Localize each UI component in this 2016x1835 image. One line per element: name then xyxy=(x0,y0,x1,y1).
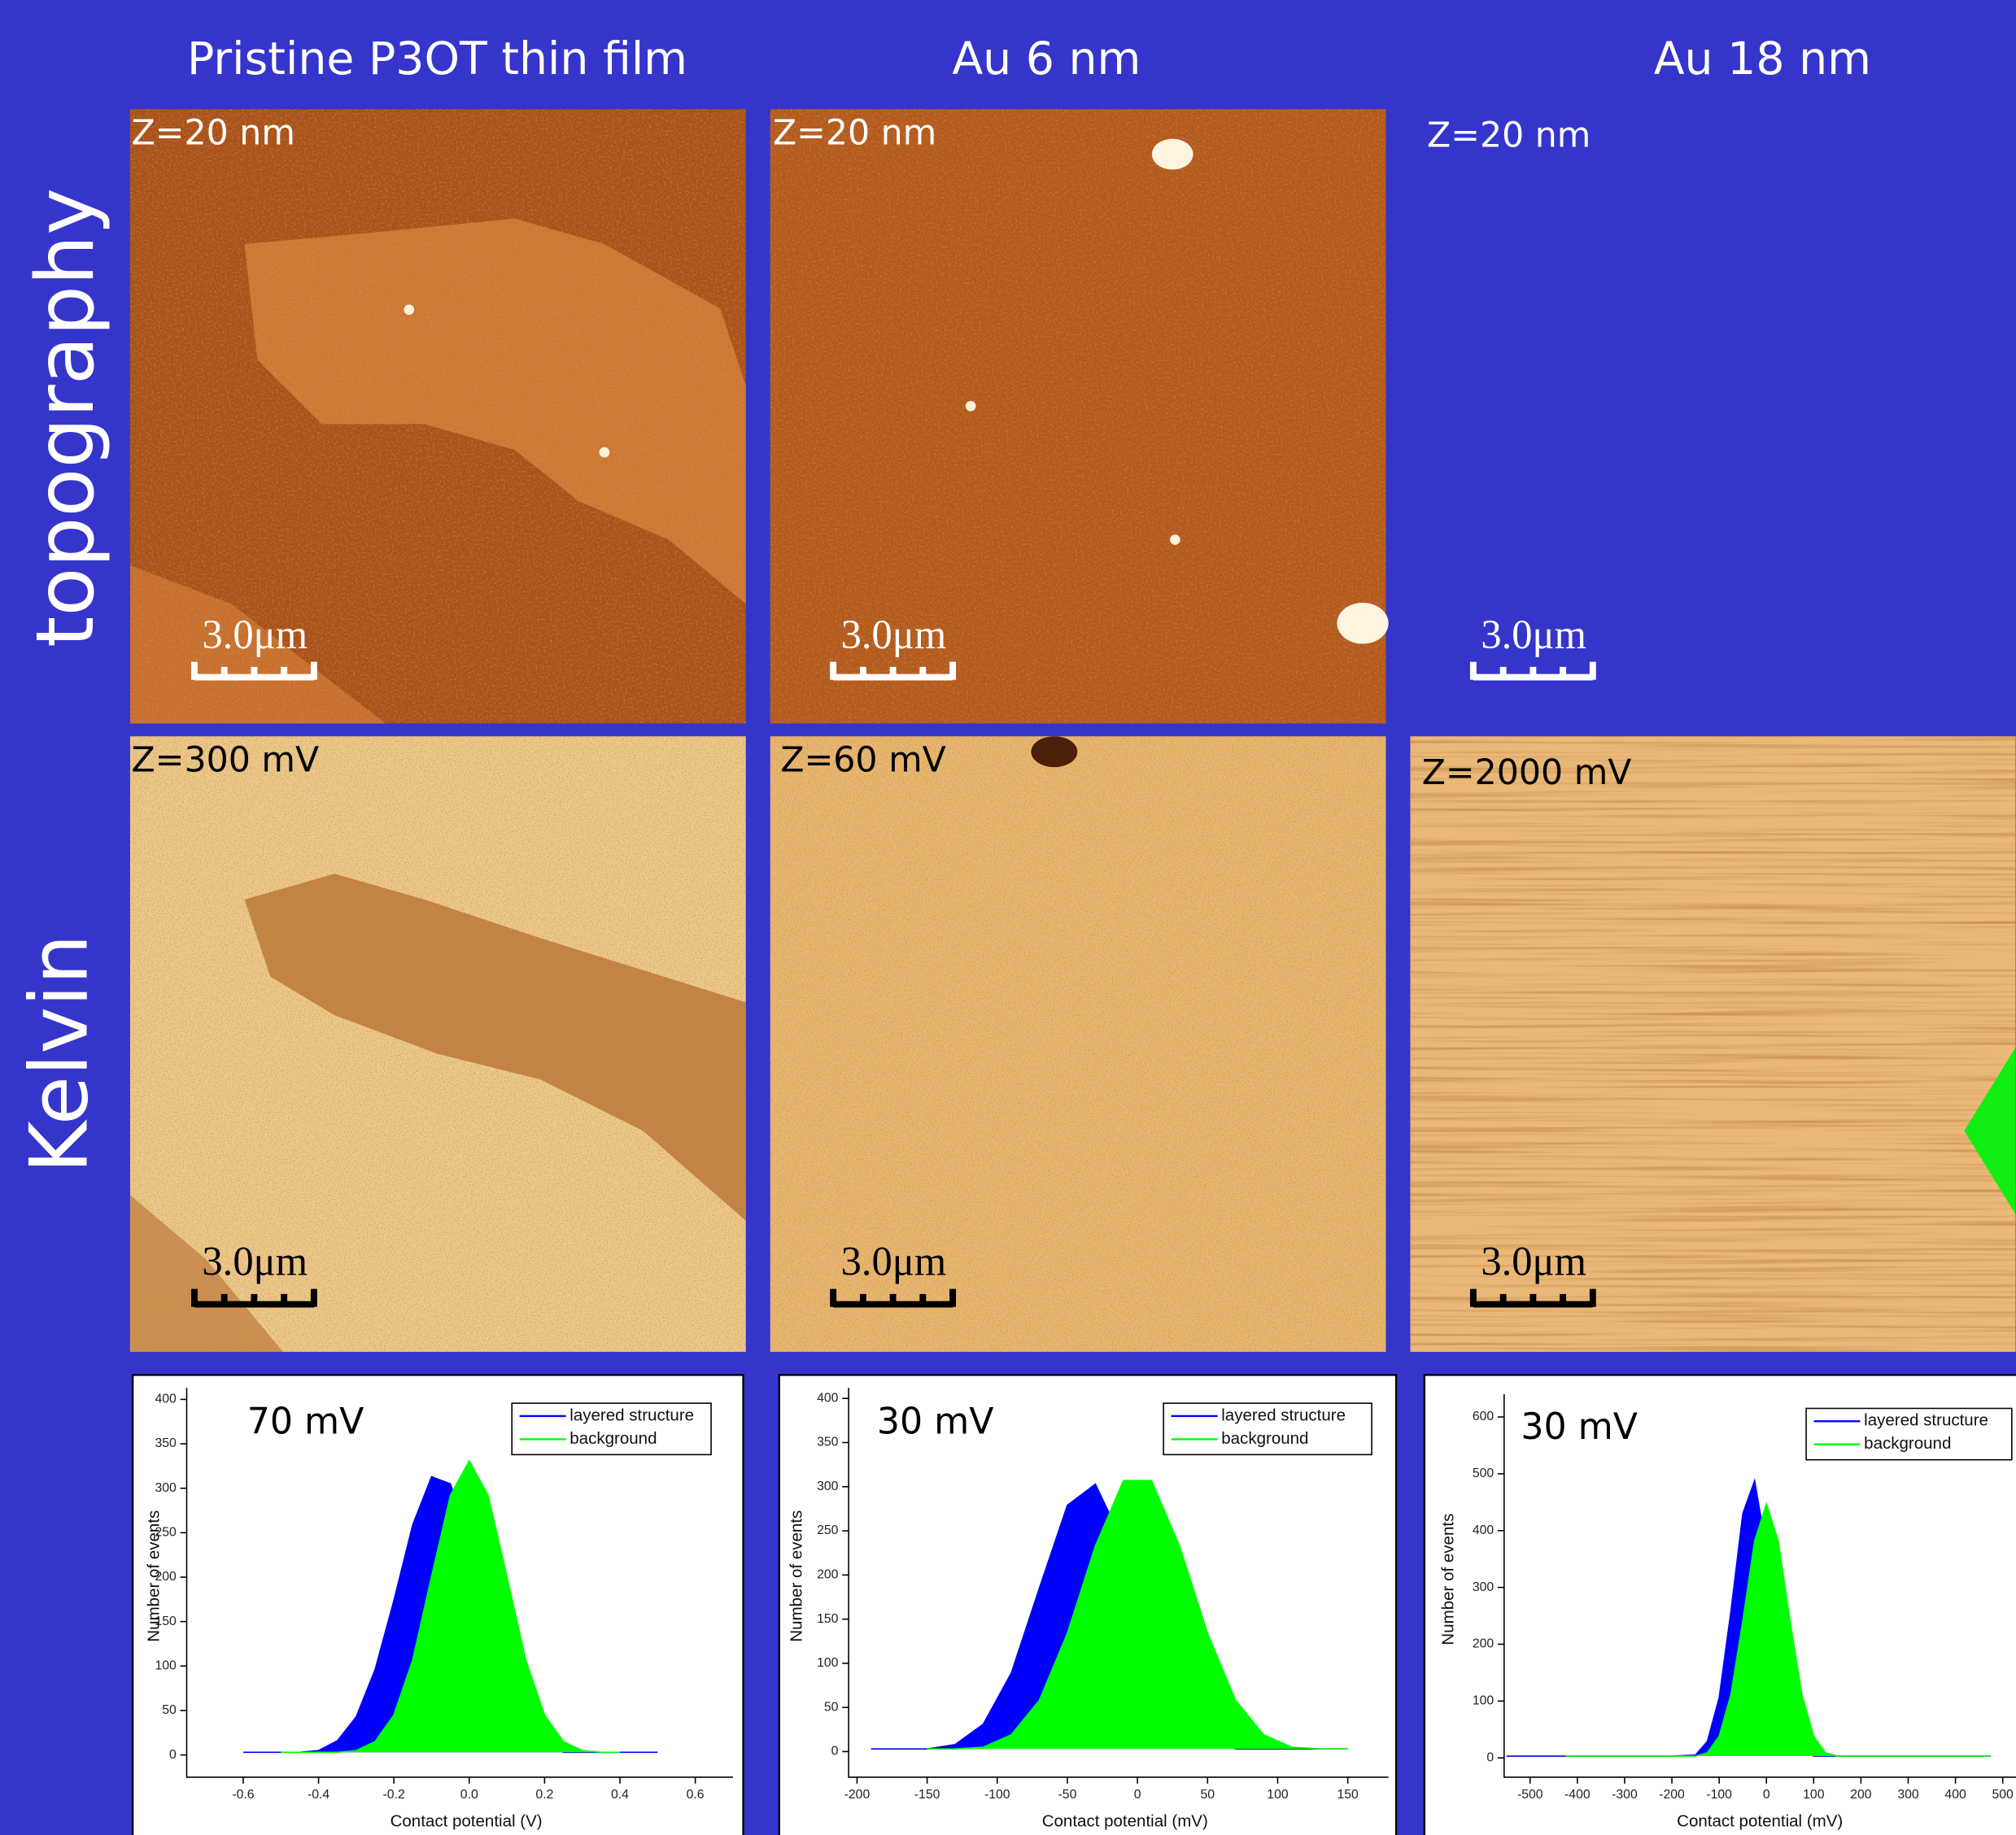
x-tick-label: 100 xyxy=(1267,1788,1289,1802)
y-tick-label: 350 xyxy=(817,1436,839,1449)
y-tick-label: 0 xyxy=(1486,1750,1494,1764)
x-tick-label: 0.2 xyxy=(535,1788,553,1802)
annotation: 70 mV xyxy=(247,1401,364,1442)
x-tick-label: 0.6 xyxy=(687,1788,705,1802)
particle xyxy=(1152,139,1193,170)
scale-bar-label: 3.0μm xyxy=(202,1239,308,1284)
row-label: Kelvin xyxy=(13,934,106,1173)
row-label: topography xyxy=(20,188,112,647)
x-tick-label: -200 xyxy=(1659,1788,1685,1802)
z-range: Z=20 nm xyxy=(132,112,295,153)
x-axis-label: Contact potential (mV) xyxy=(1677,1812,1843,1831)
y-tick-label: 0 xyxy=(169,1748,177,1762)
x-tick-label: 50 xyxy=(1201,1788,1215,1802)
x-tick-label: 500 xyxy=(1992,1788,2014,1802)
x-axis-label: Contact potential (mV) xyxy=(1042,1812,1208,1831)
kelvin-images xyxy=(130,736,2016,1352)
x-tick-label: 0 xyxy=(1763,1788,1770,1802)
y-tick-label: 250 xyxy=(817,1523,839,1537)
x-tick-label: -100 xyxy=(984,1788,1010,1802)
z-range: Z=20 nm xyxy=(773,112,936,153)
z-range: Z=60 mV xyxy=(780,739,945,780)
y-tick-label: 300 xyxy=(817,1480,839,1493)
z-range: Z=20 nm xyxy=(1427,116,1591,156)
scale-bar-label: 3.0μm xyxy=(202,612,308,657)
column-title: Pristine P3OT thin film xyxy=(187,33,687,85)
y-tick-label: 300 xyxy=(1473,1580,1495,1594)
y-tick-label: 100 xyxy=(1473,1693,1495,1707)
scale-bar-label: 3.0μm xyxy=(1481,1239,1586,1284)
column-title: Au 6 nm xyxy=(952,33,1141,85)
legend-label: layered structure xyxy=(569,1406,694,1424)
z-range: Z=300 mV xyxy=(132,739,320,780)
x-tick-label: 200 xyxy=(1850,1788,1872,1802)
defect xyxy=(1031,736,1077,767)
x-tick-label: -150 xyxy=(914,1788,940,1802)
y-tick-label: 100 xyxy=(817,1656,839,1670)
legend-label: background xyxy=(1864,1434,1951,1453)
x-tick-label: 0.0 xyxy=(460,1788,478,1802)
y-axis-label: Number of events xyxy=(787,1510,805,1642)
y-tick-label: 200 xyxy=(1473,1637,1495,1651)
legend-label: layered structure xyxy=(1221,1406,1346,1424)
annotation: 30 mV xyxy=(877,1401,994,1442)
y-axis-label: Number of events xyxy=(1438,1514,1457,1645)
y-tick-label: 400 xyxy=(1473,1523,1495,1537)
x-tick-label: -0.6 xyxy=(232,1788,254,1802)
particle xyxy=(600,447,610,458)
scale-bar-label: 3.0μm xyxy=(841,1239,947,1284)
scale-bar-label: 3.0μm xyxy=(841,612,947,657)
y-tick-label: 50 xyxy=(162,1703,177,1717)
y-tick-label: 100 xyxy=(155,1658,177,1672)
figure: Pristine P3OT thin film Au 6 nm Au 18 nm… xyxy=(0,0,2016,1835)
x-tick-label: -300 xyxy=(1612,1788,1638,1802)
y-tick-label: 200 xyxy=(817,1568,839,1582)
particle xyxy=(1170,534,1180,545)
y-axis-label: Number of events xyxy=(144,1510,163,1642)
y-tick-label: 500 xyxy=(1473,1467,1495,1480)
legend-label: background xyxy=(569,1429,657,1448)
x-tick-label: -0.4 xyxy=(308,1788,329,1802)
y-tick-label: 400 xyxy=(817,1391,839,1405)
scale-bar-label: 3.0μm xyxy=(1481,612,1586,657)
y-tick-label: 0 xyxy=(831,1745,839,1759)
annotation: 30 mV xyxy=(1521,1406,1638,1448)
x-tick-label: -200 xyxy=(844,1788,871,1802)
x-tick-label: 0.4 xyxy=(611,1788,629,1802)
legend-label: background xyxy=(1221,1429,1308,1448)
y-tick-label: 400 xyxy=(155,1393,177,1406)
x-tick-label: -400 xyxy=(1564,1788,1591,1802)
x-tick-label: -100 xyxy=(1706,1788,1732,1802)
x-tick-label: 0 xyxy=(1134,1788,1141,1802)
y-tick-label: 50 xyxy=(824,1700,839,1714)
x-tick-label: 400 xyxy=(1944,1788,1966,1802)
legend-label: layered structure xyxy=(1864,1411,1988,1430)
x-axis-label: Contact potential (V) xyxy=(391,1812,543,1831)
y-tick-label: 300 xyxy=(155,1481,177,1495)
y-tick-label: 150 xyxy=(817,1612,839,1626)
x-tick-label: 300 xyxy=(1897,1788,1919,1802)
x-tick-label: 100 xyxy=(1803,1788,1825,1802)
x-tick-label: -0.2 xyxy=(383,1788,405,1802)
x-tick-label: 150 xyxy=(1337,1788,1359,1802)
particle xyxy=(966,401,976,412)
particle xyxy=(1337,603,1388,644)
particle xyxy=(404,304,414,315)
y-tick-label: 350 xyxy=(155,1436,177,1450)
x-tick-label: -500 xyxy=(1517,1788,1543,1802)
x-tick-label: -50 xyxy=(1058,1788,1077,1802)
y-tick-label: 600 xyxy=(1473,1410,1495,1423)
z-range: Z=2000 mV xyxy=(1422,752,1632,793)
column-title: Au 18 nm xyxy=(1654,33,1871,85)
